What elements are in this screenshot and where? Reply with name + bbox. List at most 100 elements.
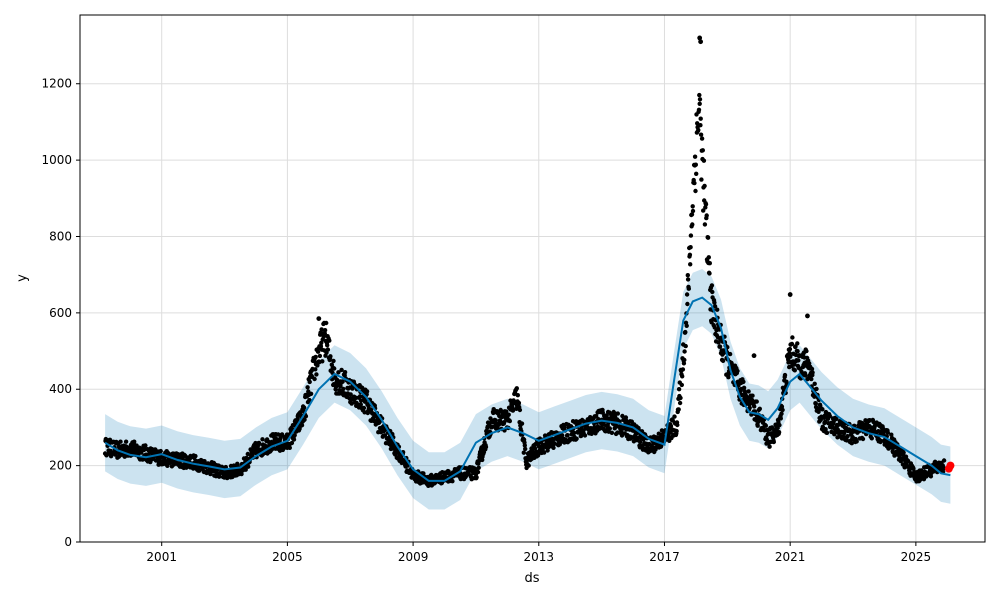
observed-point	[325, 343, 330, 348]
observed-point	[514, 386, 519, 391]
observed-point	[320, 359, 325, 364]
highlight-points	[944, 461, 955, 473]
observed-point	[792, 368, 797, 373]
x-tick-label: 2013	[524, 550, 555, 564]
observed-point	[687, 252, 693, 257]
observed-point	[332, 366, 337, 371]
observed-point	[620, 413, 625, 419]
observed-point	[789, 341, 795, 347]
observed-point	[790, 335, 795, 340]
observed-point	[702, 183, 707, 189]
observed-point	[717, 344, 723, 349]
observed-point	[698, 116, 703, 121]
observed-point	[692, 154, 698, 159]
y-tick-label: 600	[49, 306, 72, 320]
observed-point	[692, 180, 697, 186]
observed-point	[421, 471, 426, 476]
observed-point	[707, 271, 712, 276]
observed-point	[680, 374, 685, 379]
observed-point	[814, 386, 819, 392]
y-tick-label: 1000	[41, 153, 72, 167]
observed-point	[696, 107, 702, 113]
observed-point	[757, 406, 762, 411]
observed-point	[696, 127, 701, 133]
observed-point	[560, 433, 565, 438]
observed-point	[741, 385, 747, 390]
highlight-point	[946, 461, 955, 470]
observed-point	[279, 432, 285, 437]
observed-point	[517, 407, 523, 413]
observed-point	[712, 304, 718, 309]
observed-point	[690, 204, 695, 209]
observed-point	[688, 245, 693, 250]
observed-point	[779, 411, 784, 416]
observed-point	[291, 437, 297, 442]
observed-point	[243, 467, 248, 472]
observed-point	[314, 372, 319, 377]
observed-point	[486, 421, 492, 426]
observed-point	[767, 444, 772, 449]
observed-point	[755, 423, 760, 428]
observed-point	[302, 417, 307, 422]
observed-point	[677, 400, 683, 406]
observed-point	[720, 358, 726, 363]
observed-point	[348, 392, 353, 397]
observed-point	[526, 463, 531, 468]
observed-point	[123, 439, 129, 444]
observed-point	[709, 283, 715, 288]
observed-point	[805, 313, 810, 319]
observed-point	[788, 354, 793, 359]
y-tick-label: 200	[49, 459, 72, 473]
x-axis: 2001 2005 2009 2013 2017 2021 2025	[146, 542, 931, 564]
observed-point	[699, 177, 704, 182]
observed-point	[118, 439, 123, 444]
observed-point	[674, 428, 679, 434]
observed-point	[780, 407, 785, 413]
forecast-yhat-line	[104, 296, 951, 482]
observed-point	[246, 464, 251, 469]
observed-point	[697, 97, 703, 102]
observed-point	[336, 370, 341, 375]
observed-point	[202, 459, 207, 464]
observed-point	[158, 448, 163, 454]
observed-point	[741, 379, 746, 384]
observed-point	[813, 401, 818, 406]
observed-point	[679, 382, 684, 388]
observed-point	[315, 349, 321, 354]
observed-point	[688, 233, 694, 238]
observed-point	[303, 414, 309, 419]
observed-point	[771, 439, 776, 445]
observed-point	[820, 407, 825, 412]
observed-point	[701, 208, 706, 213]
observed-point	[854, 439, 859, 444]
observed-point	[682, 349, 687, 354]
observed-point	[697, 92, 702, 98]
observed-point	[705, 235, 711, 240]
x-tick-label: 2025	[901, 550, 932, 564]
observed-point	[683, 329, 688, 335]
observed-point	[475, 469, 481, 475]
observed-point	[287, 445, 292, 450]
observed-point	[307, 379, 312, 385]
observed-point	[694, 171, 699, 176]
y-tick-label: 800	[49, 229, 72, 243]
observed-point	[876, 429, 881, 434]
observed-point	[319, 327, 324, 332]
observed-point	[698, 123, 703, 128]
observed-point	[703, 202, 709, 207]
x-tick-label: 2001	[146, 550, 177, 564]
observed-point	[324, 320, 329, 326]
observed-point	[804, 348, 809, 354]
observed-point	[695, 121, 700, 126]
observed-point	[690, 208, 696, 214]
observed-point	[787, 350, 792, 356]
observed-point	[516, 400, 522, 406]
observed-point	[638, 439, 643, 445]
observed-point	[704, 213, 709, 218]
observed-point	[308, 391, 314, 396]
observed-point	[318, 344, 324, 349]
observed-point	[698, 132, 704, 137]
observed-point	[382, 433, 388, 438]
observed-point	[535, 453, 541, 458]
observed-point	[810, 370, 815, 375]
